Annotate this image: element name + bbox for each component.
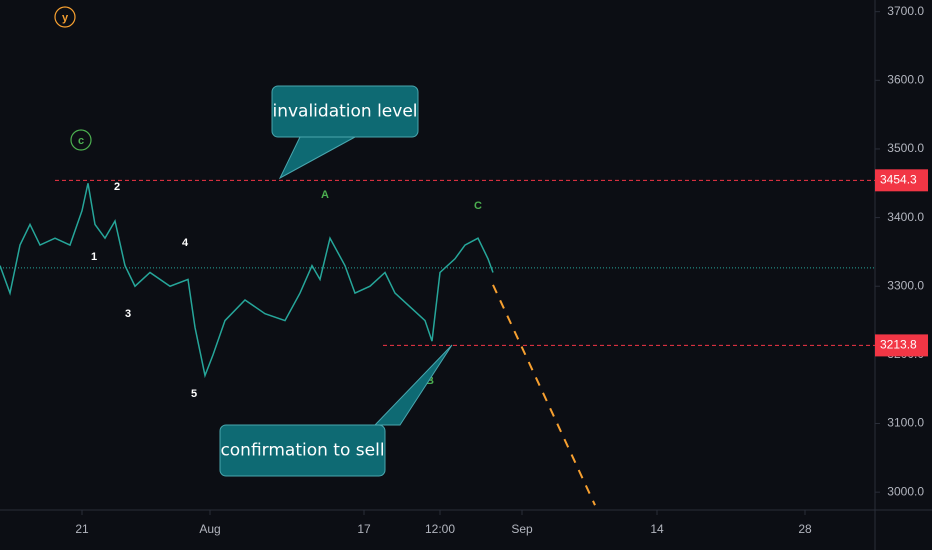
y-tick-label: 3500.0 [887, 141, 924, 155]
callout-box [271, 85, 419, 138]
y-tick-label: 3300.0 [887, 278, 924, 292]
price-line [0, 183, 494, 379]
x-tick-label: 17 [357, 522, 371, 536]
wave-circle [54, 6, 76, 28]
wave-label: c [78, 135, 84, 147]
x-tick-label: 28 [798, 522, 812, 536]
level-label: 3213.8 [880, 338, 917, 352]
wave-label: 2 [114, 181, 120, 193]
level-label: 3454.3 [880, 172, 917, 186]
wave-label: 5 [191, 388, 197, 400]
level-tag [875, 334, 928, 357]
wave-label: 4 [182, 237, 189, 249]
wave-label: 1 [91, 251, 97, 263]
y-tick-label: 3700.0 [887, 4, 924, 18]
y-tick-label: 3400.0 [887, 210, 924, 224]
callout-text: confirmation to sell [220, 441, 384, 461]
x-tick-label: 21 [75, 522, 89, 536]
x-tick-label: 12:00 [425, 522, 455, 536]
y-tick-label: 3100.0 [887, 416, 924, 430]
callout-pointer [373, 344, 453, 426]
projection-line [492, 284, 596, 506]
callout-text: invalidation level [272, 102, 417, 122]
wave-label: B [426, 375, 434, 387]
wave-label: A [321, 189, 329, 201]
wave-label: 3 [125, 308, 131, 320]
wave-circle [70, 129, 92, 151]
y-tick-label: 3000.0 [887, 484, 924, 498]
wave-label: y [62, 12, 69, 24]
x-tick-label: Aug [199, 522, 220, 536]
wave-label: C [474, 200, 482, 212]
x-tick-label: Sep [511, 522, 533, 536]
level-tag [875, 169, 928, 192]
callout-box [219, 424, 386, 477]
x-tick-label: 14 [650, 522, 664, 536]
y-tick-label: 3600.0 [887, 72, 924, 86]
